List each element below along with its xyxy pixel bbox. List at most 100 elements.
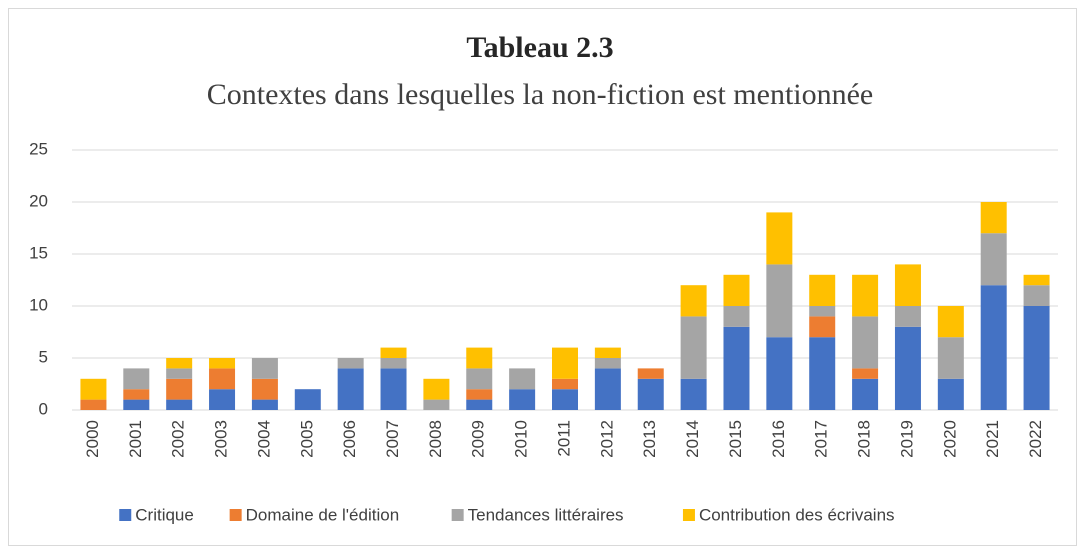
bar-segment [1023,274,1050,286]
bar-segment [423,378,450,400]
bar-segment [809,274,836,306]
bar-segment [166,378,193,400]
bar-segment [466,389,493,400]
bar-segment [680,316,707,379]
bar-segment [380,358,407,369]
legend-swatch [229,509,242,521]
bar-segment [766,264,793,338]
x-tick-label: 2008 [426,420,445,458]
legend-label: Tendances littéraires [468,505,624,524]
legend-swatch [682,509,695,521]
x-tick-label: 2017 [812,420,831,458]
bar-segment [980,233,1007,286]
bar-segment [680,378,707,410]
bar-segment [294,389,321,410]
bar-segment [594,347,621,358]
bar-segment [852,368,879,379]
x-tick-label: 2015 [726,420,745,458]
legend-label: Domaine de l'édition [246,505,400,524]
bar-segment [509,389,536,410]
bar-segment [937,306,964,338]
bar-segment [1023,285,1050,306]
chart-subtitle: Contextes dans lesquelles la non-fiction… [207,78,874,111]
bar-segment [723,274,750,306]
bar-segment [209,358,236,369]
legend-label: Critique [135,505,194,524]
bar-segment [594,368,621,410]
x-tick-label: 2000 [83,420,102,458]
bar-segment [166,368,193,379]
bar-segment [723,326,750,410]
bar-segment [251,358,278,379]
bar-segment [251,399,278,410]
y-tick-label: 10 [29,295,48,314]
bar-segment [980,202,1007,234]
x-tick-label: 2018 [855,420,874,458]
bar-segment [337,368,364,410]
bar-segment [423,399,450,410]
bar-segment [209,389,236,410]
x-tick-label: 2022 [1026,420,1045,458]
bar-segment [209,368,236,390]
bar-segment [852,274,879,317]
bar-segment [552,378,578,390]
bar-segment [123,389,150,400]
bar-segment [123,368,150,390]
bar-segment [594,358,621,369]
bar-segment [809,337,836,410]
bar-segment [894,306,921,327]
x-tick-label: 2016 [769,420,788,458]
x-tick-label: 2006 [340,420,359,458]
bar-segment [937,378,964,410]
y-tick-label: 5 [39,347,48,366]
bar-segment [809,316,836,338]
x-tick-label: 2021 [983,420,1002,458]
x-tick-label: 2011 [554,420,573,457]
bar-segment [852,316,879,369]
bar-segment [552,347,578,379]
x-tick-label: 2003 [212,420,231,458]
y-tick-label: 0 [39,399,48,418]
bar-segment [123,399,150,410]
bar-segment [166,358,193,369]
y-tick-label: 20 [29,191,48,210]
x-tick-label: 2004 [254,420,273,458]
bar-segment [80,399,107,410]
bar-segment [894,326,921,410]
bar-segment [466,368,493,390]
bar-segment [251,378,278,400]
x-tick-label: 2007 [383,420,402,458]
bar-segment [766,212,793,265]
bar-segment [166,399,193,410]
bar-segment [380,347,407,358]
bar-segment [552,389,578,410]
y-tick-label: 25 [29,139,48,158]
bar-segment [809,306,836,317]
bar-segment [980,285,1007,410]
x-tick-label: 2005 [297,420,316,458]
bar-segment [723,306,750,327]
bar-segment [1023,306,1050,410]
x-tick-label: 2012 [597,420,616,458]
bar-segment [466,347,493,369]
x-tick-label: 2002 [169,420,188,458]
legend-swatch [119,509,132,521]
legend-label: Contribution des écrivains [699,505,895,524]
bar-segment [894,264,921,306]
x-tick-label: 2001 [126,420,145,458]
x-tick-label: 2019 [897,420,916,458]
bar-segment [766,337,793,410]
bar-segment [337,358,364,369]
x-tick-label: 2009 [469,420,488,458]
x-tick-label: 2020 [940,420,959,458]
bar-segment [637,378,664,410]
bar-segment [637,368,664,379]
x-tick-label: 2013 [640,420,659,458]
chart-title: Tableau 2.3 [466,31,613,64]
x-tick-label: 2010 [512,420,531,458]
bar-segment [937,337,964,379]
x-tick-label: 2014 [683,420,702,458]
legend-swatch [451,509,464,521]
bar-segment [852,378,879,410]
